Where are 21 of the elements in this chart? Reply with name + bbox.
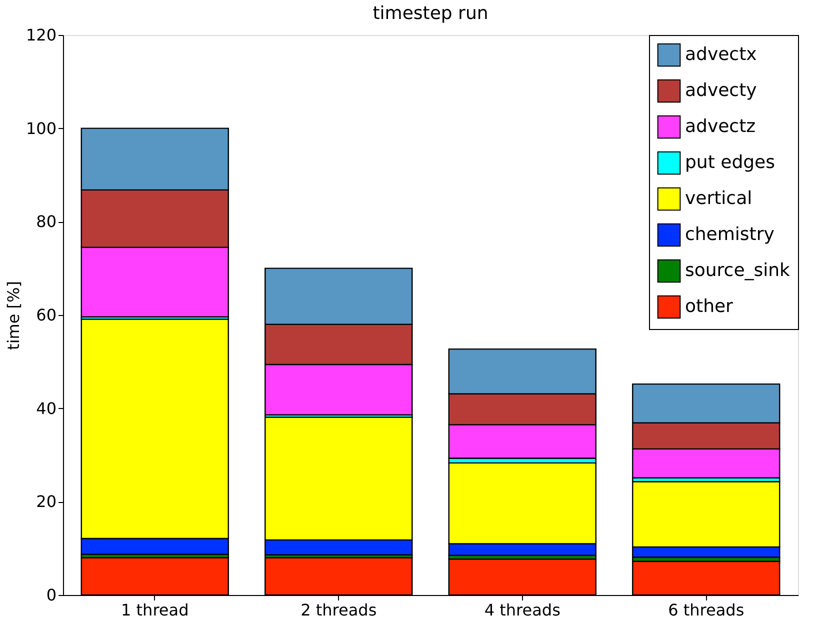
x-tick-label: 4 threads bbox=[484, 600, 560, 620]
legend-label: vertical bbox=[685, 188, 752, 209]
legend-label: put edges bbox=[685, 152, 775, 173]
y-axis-title: time [%] bbox=[4, 281, 23, 350]
y-tick-label: 120 bbox=[26, 26, 56, 44]
chart-title: timestep run bbox=[372, 3, 488, 24]
x-tick-label: 6 threads bbox=[668, 600, 744, 620]
legend-label: other bbox=[685, 296, 734, 317]
y-tick-label: 60 bbox=[36, 306, 56, 324]
legend-label: source_sink bbox=[685, 260, 791, 281]
legend-label: advectz bbox=[685, 116, 756, 137]
legend-label: chemistry bbox=[685, 224, 775, 245]
y-tick-label: 20 bbox=[36, 492, 56, 512]
y-tick-label: 40 bbox=[36, 398, 56, 418]
x-tick-label: 2 threads bbox=[300, 600, 377, 620]
legend-label: advectx bbox=[685, 44, 758, 65]
y-tick-label: 0 bbox=[46, 586, 56, 604]
legend-label: advecty bbox=[685, 80, 758, 101]
y-tick-label: 80 bbox=[36, 212, 56, 232]
x-tick-label: 1 thread bbox=[121, 600, 189, 620]
y-tick-label: 100 bbox=[26, 118, 56, 138]
